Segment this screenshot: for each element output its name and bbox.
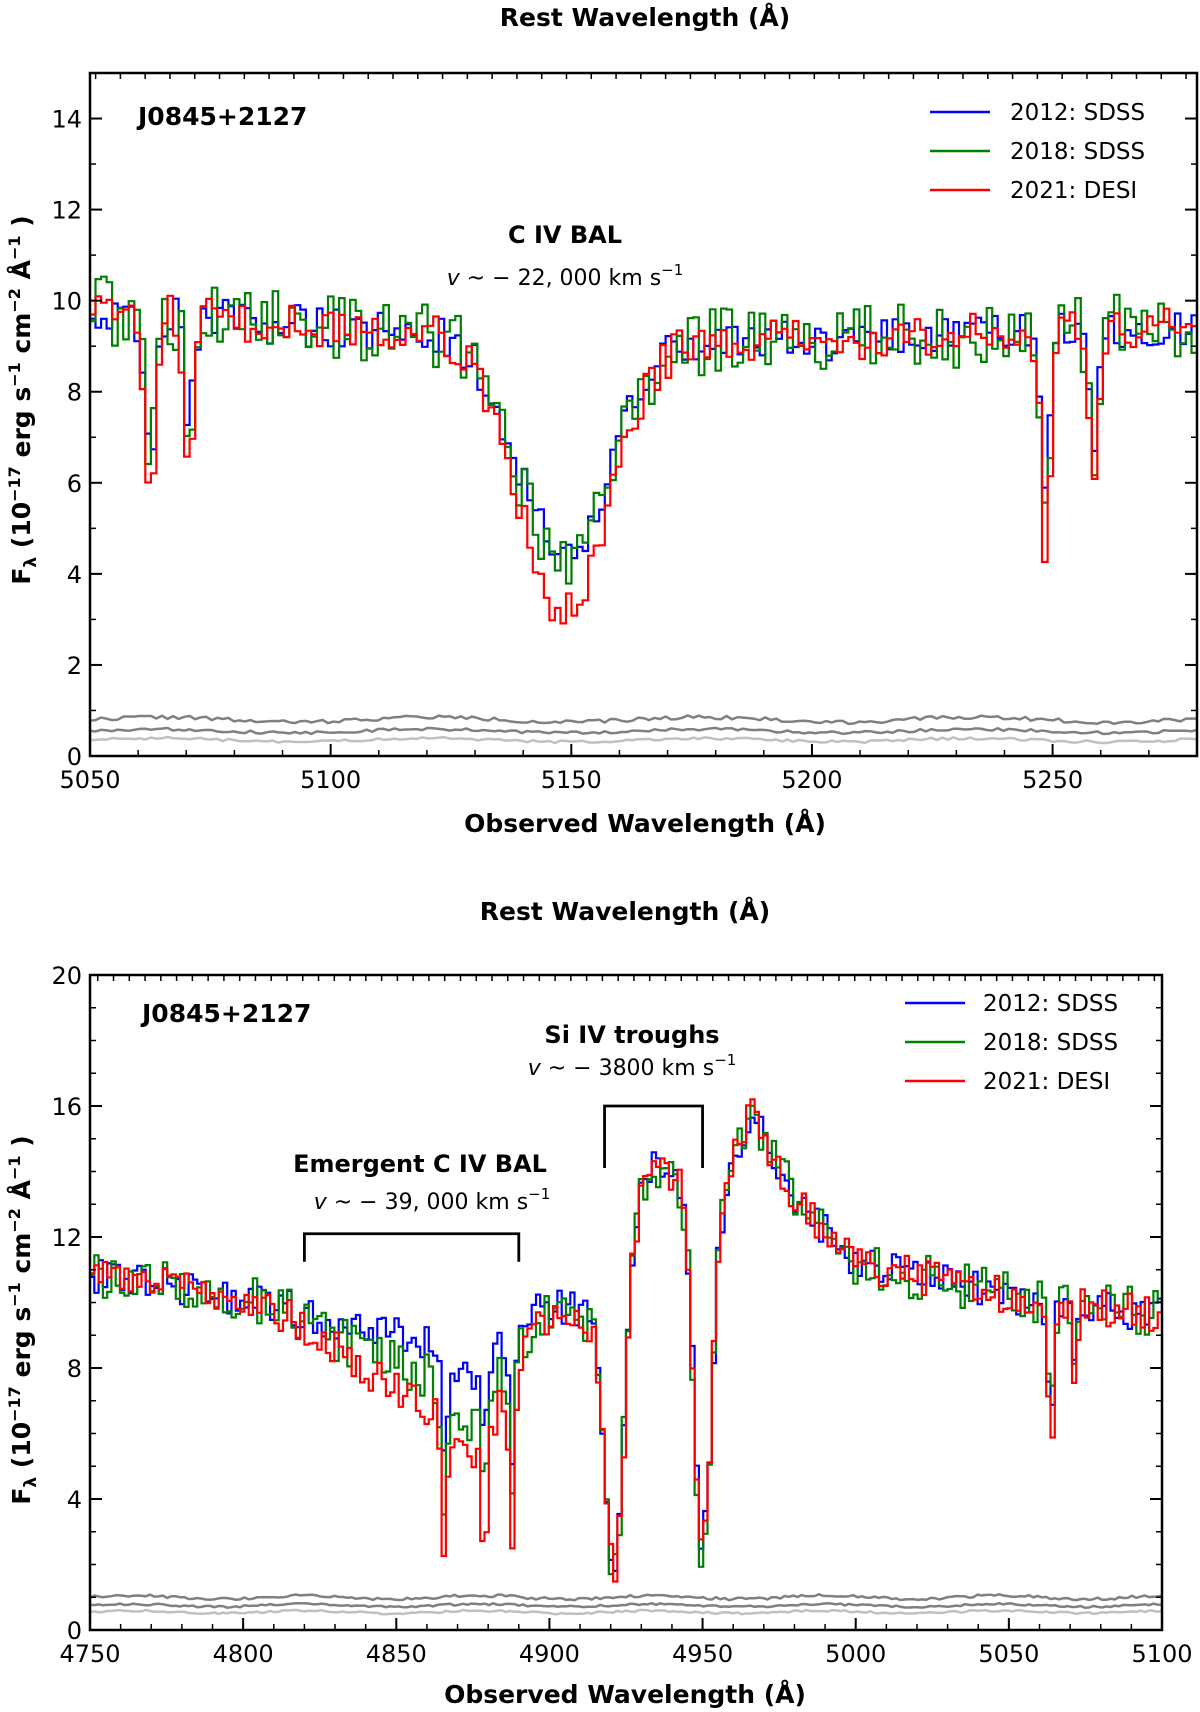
y-tick-label: 4 xyxy=(67,1486,82,1514)
plot-frame xyxy=(88,973,1164,1632)
x-axis-title: Observed Wavelength (Å) xyxy=(444,1680,806,1709)
error-spectrum-line xyxy=(90,714,1197,726)
x-tick-label: 5100 xyxy=(300,766,361,794)
legend: 2012: SDSS 2018: SDSS 2021: DESI xyxy=(905,991,1118,1095)
civ-bal-velocity: v ~ − 22, 000 km s−1 xyxy=(447,261,684,291)
error-spectrum-line xyxy=(90,726,1197,736)
y-tick-label: 0 xyxy=(67,743,82,771)
y-tick-label: 14 xyxy=(51,106,82,134)
legend: 2012: SDSS 2018: SDSS 2021: DESI xyxy=(930,100,1145,204)
y-tick-label: 20 xyxy=(51,962,82,990)
x-tick-label: 5200 xyxy=(781,766,842,794)
legend-label-2021: 2021: DESI xyxy=(983,1069,1110,1095)
x-tick-label: 5250 xyxy=(1022,766,1083,794)
error-spectrum-line xyxy=(90,1601,1162,1609)
emergent-civ-label: Emergent C IV BAL xyxy=(293,1150,547,1178)
object-label: J0845+2127 xyxy=(140,999,311,1028)
y-tick-label: 10 xyxy=(51,288,82,316)
x-tick-label: 4800 xyxy=(213,1640,274,1668)
x-tick-label: 4950 xyxy=(672,1640,733,1668)
civ-bal-label: C IV BAL xyxy=(508,221,622,249)
error-spectrum-line xyxy=(90,1608,1162,1616)
spectrum-2012 xyxy=(90,1115,1162,1572)
legend-label-2012: 2012: SDSS xyxy=(983,991,1118,1017)
y-axis-title: Fλ (10−17 erg s−1 cm−2 Å−1 ) xyxy=(5,1135,41,1504)
spectrum-2021 xyxy=(90,1098,1162,1583)
annotation-bracket xyxy=(303,1232,521,1262)
siiv-label: Si IV troughs xyxy=(544,1021,719,1049)
siiv-velocity: v ~ − 3800 km s−1 xyxy=(528,1051,737,1081)
y-tick-label: 6 xyxy=(67,470,82,498)
legend-label-2021: 2021: DESI xyxy=(1010,178,1137,204)
error-spectrum-line xyxy=(90,1592,1162,1602)
annotation-bracket xyxy=(603,1104,704,1168)
spectrum-2018 xyxy=(90,1104,1162,1576)
x-tick-label: 5000 xyxy=(825,1640,886,1668)
x-tick-label: 5150 xyxy=(541,766,602,794)
legend-label-2018: 2018: SDSS xyxy=(983,1030,1118,1056)
top-axis-title: Rest Wavelength (Å) xyxy=(500,3,790,32)
y-tick-label: 8 xyxy=(67,1355,82,1383)
y-tick-label: 0 xyxy=(67,1617,82,1645)
panel-bottom: 4750 4800 4850 4900 4950 5000 5050 5100 0 4 8 12 16… xyxy=(5,897,1193,1709)
y-tick-label: 4 xyxy=(67,561,82,589)
y-axis-title: Fλ (10−17 erg s−1 cm−2 Å−1 ) xyxy=(5,215,41,584)
legend-label-2012: 2012: SDSS xyxy=(1010,100,1145,126)
x-tick-label: 5050 xyxy=(59,766,120,794)
legend-label-2018: 2018: SDSS xyxy=(1010,139,1145,165)
x-tick-label: 4850 xyxy=(366,1640,427,1668)
object-label: J0845+2127 xyxy=(136,102,307,131)
emergent-civ-velocity: v ~ − 39, 000 km s−1 xyxy=(314,1185,551,1215)
x-tick-label: 4750 xyxy=(59,1640,120,1668)
x-axis-title: Observed Wavelength (Å) xyxy=(464,809,826,838)
y-tick-label: 16 xyxy=(51,1093,82,1121)
y-tick-label: 8 xyxy=(67,379,82,407)
y-tick-label: 12 xyxy=(51,197,82,225)
y-tick-label: 12 xyxy=(51,1224,82,1252)
x-tick-label: 5050 xyxy=(978,1640,1039,1668)
y-tick-label: 2 xyxy=(67,652,82,680)
error-spectrum-line xyxy=(90,735,1197,745)
x-tick-label: 5100 xyxy=(1131,1640,1192,1668)
spectrum-2021 xyxy=(90,294,1197,625)
x-tick-label: 4900 xyxy=(519,1640,580,1668)
top-axis-title: Rest Wavelength (Å) xyxy=(480,897,770,926)
plot-frame xyxy=(88,71,1199,758)
